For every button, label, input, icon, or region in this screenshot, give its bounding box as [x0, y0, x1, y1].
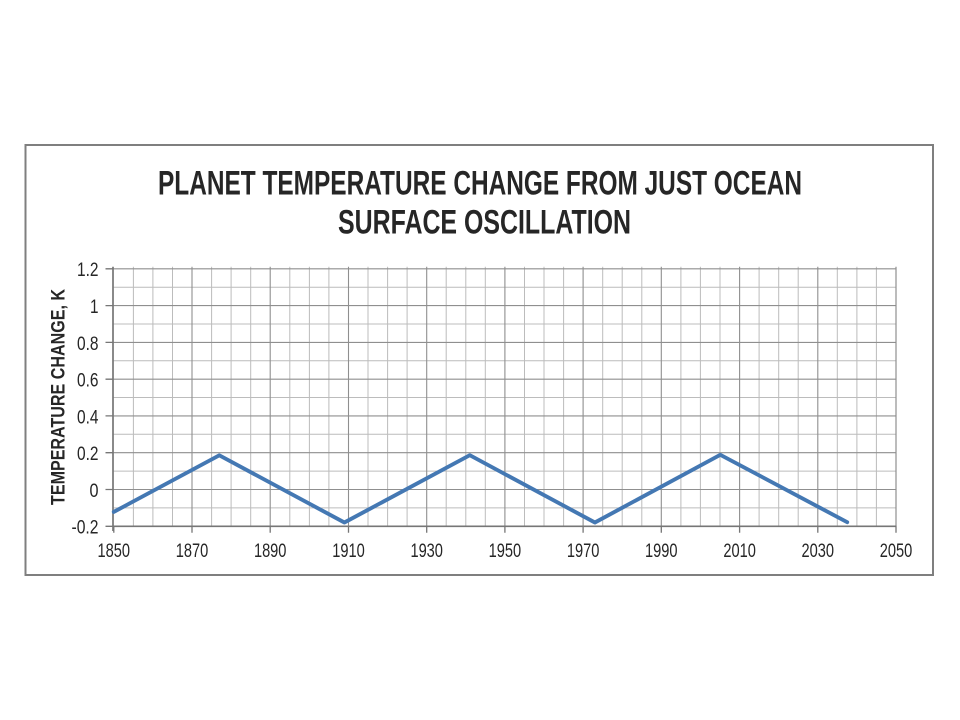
svg-text:1: 1 [90, 297, 99, 318]
svg-text:1890: 1890 [254, 541, 287, 562]
svg-text:1850: 1850 [98, 541, 131, 562]
svg-text:0.8: 0.8 [77, 334, 99, 355]
svg-text:2010: 2010 [723, 541, 756, 562]
svg-text:PLANET TEMPERATURE CHANGE FROM: PLANET TEMPERATURE CHANGE FROM JUST OCEA… [158, 164, 802, 202]
svg-text:1.2: 1.2 [77, 260, 99, 281]
svg-text:-0.2: -0.2 [72, 518, 99, 539]
svg-text:TEMPERATURE CHANGE, K: TEMPERATURE CHANGE, K [47, 289, 69, 505]
svg-text:0: 0 [90, 481, 99, 502]
svg-text:2050: 2050 [880, 541, 913, 562]
svg-text:0.4: 0.4 [77, 407, 99, 428]
svg-text:1970: 1970 [567, 541, 600, 562]
svg-text:0.2: 0.2 [77, 444, 99, 465]
svg-text:1870: 1870 [176, 541, 209, 562]
svg-text:1910: 1910 [332, 541, 365, 562]
svg-text:1930: 1930 [410, 541, 443, 562]
svg-text:SURFACE OSCILLATION: SURFACE OSCILLATION [338, 204, 631, 242]
svg-text:1990: 1990 [645, 541, 678, 562]
svg-text:2030: 2030 [802, 541, 835, 562]
svg-text:0.6: 0.6 [77, 371, 99, 392]
svg-text:1950: 1950 [489, 541, 522, 562]
